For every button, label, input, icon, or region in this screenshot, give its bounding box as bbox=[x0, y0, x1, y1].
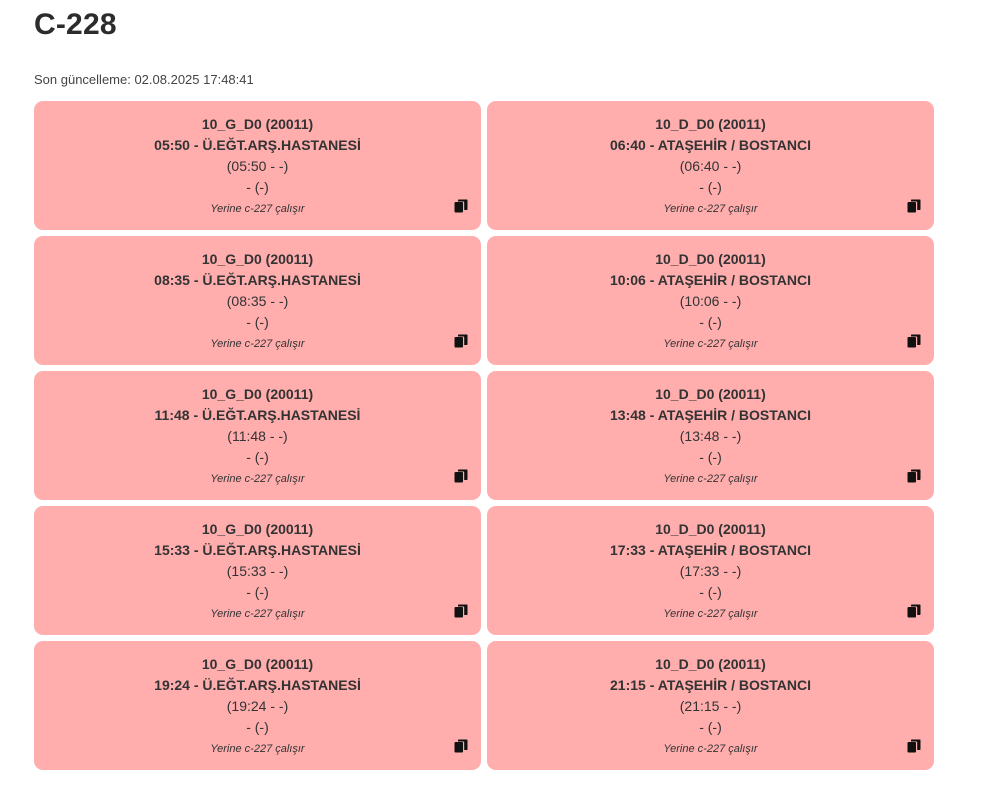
trip-route-code: 10_D_D0 (20011) bbox=[655, 251, 766, 267]
copy-icon[interactable] bbox=[454, 469, 468, 483]
trip-departure: 13:48 - ATAŞEHİR / BOSTANCI bbox=[610, 407, 811, 423]
trip-status: - (-) bbox=[699, 719, 722, 735]
trip-actual-time: (11:48 - -) bbox=[227, 428, 288, 444]
trip-route-code: 10_G_D0 (20011) bbox=[201, 386, 314, 402]
trip-note: Yerine c-227 çalışır bbox=[210, 743, 305, 755]
trip-route-code: 10_G_D0 (20011) bbox=[201, 251, 314, 267]
trip-note: Yerine c-227 çalışır bbox=[210, 473, 305, 485]
trip-status: - (-) bbox=[246, 449, 269, 465]
trip-departure: 06:40 - ATAŞEHİR / BOSTANCI bbox=[610, 137, 811, 153]
trip-actual-time: (17:33 - -) bbox=[679, 563, 742, 579]
trip-status: - (-) bbox=[699, 314, 722, 330]
trip-status: - (-) bbox=[699, 179, 722, 195]
trip-status: - (-) bbox=[699, 449, 722, 465]
trip-note: Yerine c-227 çalışır bbox=[663, 338, 758, 350]
trip-actual-time: (19:24 - -) bbox=[226, 698, 289, 714]
copy-icon[interactable] bbox=[454, 199, 468, 213]
trip-route-code: 10_D_D0 (20011) bbox=[655, 116, 766, 132]
copy-icon[interactable] bbox=[907, 469, 921, 483]
trip-status: - (-) bbox=[699, 584, 722, 600]
trip-status: - (-) bbox=[246, 719, 269, 735]
trip-note: Yerine c-227 çalışır bbox=[210, 608, 305, 620]
last-updated-text: Son güncelleme: 02.08.2025 17:48:41 bbox=[34, 72, 254, 87]
trip-note: Yerine c-227 çalışır bbox=[663, 608, 758, 620]
trip-card[interactable]: 10_G_D0 (20011) 05:50 - Ü.EĞT.ARŞ.HASTAN… bbox=[34, 101, 481, 230]
trip-note: Yerine c-227 çalışır bbox=[210, 203, 305, 215]
trip-card[interactable]: 10_G_D0 (20011) 19:24 - Ü.EĞT.ARŞ.HASTAN… bbox=[34, 641, 481, 770]
copy-icon[interactable] bbox=[907, 604, 921, 618]
trip-route-code: 10_D_D0 (20011) bbox=[655, 521, 766, 537]
trip-note: Yerine c-227 çalışır bbox=[663, 473, 758, 485]
trip-note: Yerine c-227 çalışır bbox=[210, 338, 305, 350]
page-title: C-228 bbox=[34, 8, 117, 41]
copy-icon[interactable] bbox=[907, 334, 921, 348]
trip-card-grid: 10_G_D0 (20011) 05:50 - Ü.EĞT.ARŞ.HASTAN… bbox=[34, 101, 934, 770]
trip-departure: 21:15 - ATAŞEHİR / BOSTANCI bbox=[610, 677, 811, 693]
trip-note: Yerine c-227 çalışır bbox=[663, 743, 758, 755]
trip-route-code: 10_G_D0 (20011) bbox=[201, 116, 314, 132]
trip-actual-time: (15:33 - -) bbox=[226, 563, 289, 579]
copy-icon[interactable] bbox=[454, 739, 468, 753]
trip-departure: 08:35 - Ü.EĞT.ARŞ.HASTANESİ bbox=[154, 272, 361, 288]
trip-card[interactable]: 10_G_D0 (20011) 15:33 - Ü.EĞT.ARŞ.HASTAN… bbox=[34, 506, 481, 635]
trip-card[interactable]: 10_D_D0 (20011) 21:15 - ATAŞEHİR / BOSTA… bbox=[487, 641, 934, 770]
trip-status: - (-) bbox=[246, 584, 269, 600]
trip-card[interactable]: 10_G_D0 (20011) 08:35 - Ü.EĞT.ARŞ.HASTAN… bbox=[34, 236, 481, 365]
trip-actual-time: (13:48 - -) bbox=[679, 428, 742, 444]
trip-card[interactable]: 10_G_D0 (20011) 11:48 - Ü.EĞT.ARŞ.HASTAN… bbox=[34, 371, 481, 500]
trip-departure: 15:33 - Ü.EĞT.ARŞ.HASTANESİ bbox=[154, 542, 361, 558]
trip-route-code: 10_D_D0 (20011) bbox=[655, 386, 766, 402]
trip-status: - (-) bbox=[246, 314, 269, 330]
trip-actual-time: (06:40 - -) bbox=[679, 158, 742, 174]
trip-card[interactable]: 10_D_D0 (20011) 17:33 - ATAŞEHİR / BOSTA… bbox=[487, 506, 934, 635]
copy-icon[interactable] bbox=[907, 739, 921, 753]
trip-departure: 11:48 - Ü.EĞT.ARŞ.HASTANESİ bbox=[154, 407, 361, 423]
trip-card[interactable]: 10_D_D0 (20011) 10:06 - ATAŞEHİR / BOSTA… bbox=[487, 236, 934, 365]
copy-icon[interactable] bbox=[454, 334, 468, 348]
trip-departure: 17:33 - ATAŞEHİR / BOSTANCI bbox=[610, 542, 811, 558]
trip-card[interactable]: 10_D_D0 (20011) 13:48 - ATAŞEHİR / BOSTA… bbox=[487, 371, 934, 500]
trip-note: Yerine c-227 çalışır bbox=[663, 203, 758, 215]
trip-status: - (-) bbox=[246, 179, 269, 195]
trip-actual-time: (08:35 - -) bbox=[226, 293, 289, 309]
copy-icon[interactable] bbox=[454, 604, 468, 618]
trip-departure: 05:50 - Ü.EĞT.ARŞ.HASTANESİ bbox=[154, 137, 361, 153]
trip-actual-time: (10:06 - -) bbox=[679, 293, 742, 309]
trip-actual-time: (05:50 - -) bbox=[226, 158, 289, 174]
trip-card[interactable]: 10_D_D0 (20011) 06:40 - ATAŞEHİR / BOSTA… bbox=[487, 101, 934, 230]
trip-departure: 10:06 - ATAŞEHİR / BOSTANCI bbox=[610, 272, 811, 288]
trip-route-code: 10_D_D0 (20011) bbox=[655, 656, 766, 672]
trip-actual-time: (21:15 - -) bbox=[679, 698, 742, 714]
trip-route-code: 10_G_D0 (20011) bbox=[201, 521, 314, 537]
trip-route-code: 10_G_D0 (20011) bbox=[201, 656, 314, 672]
copy-icon[interactable] bbox=[907, 199, 921, 213]
trip-departure: 19:24 - Ü.EĞT.ARŞ.HASTANESİ bbox=[154, 677, 361, 693]
